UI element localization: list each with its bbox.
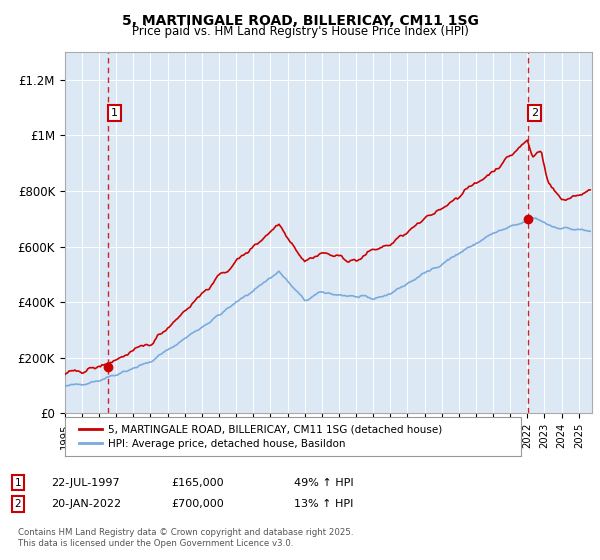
Text: 1: 1 [111,108,118,118]
Text: 5, MARTINGALE ROAD, BILLERICAY, CM11 1SG: 5, MARTINGALE ROAD, BILLERICAY, CM11 1SG [122,14,478,28]
Text: 2: 2 [14,499,22,509]
Text: 1: 1 [14,478,22,488]
Text: £165,000: £165,000 [171,478,224,488]
Legend: 5, MARTINGALE ROAD, BILLERICAY, CM11 1SG (detached house), HPI: Average price, d: 5, MARTINGALE ROAD, BILLERICAY, CM11 1SG… [74,421,446,453]
Text: 13% ↑ HPI: 13% ↑ HPI [294,499,353,509]
Text: 2: 2 [531,108,538,118]
Text: 49% ↑ HPI: 49% ↑ HPI [294,478,353,488]
Text: £700,000: £700,000 [171,499,224,509]
Text: 20-JAN-2022: 20-JAN-2022 [51,499,121,509]
Text: 22-JUL-1997: 22-JUL-1997 [51,478,119,488]
Text: Price paid vs. HM Land Registry's House Price Index (HPI): Price paid vs. HM Land Registry's House … [131,25,469,38]
Text: Contains HM Land Registry data © Crown copyright and database right 2025.
This d: Contains HM Land Registry data © Crown c… [18,528,353,548]
